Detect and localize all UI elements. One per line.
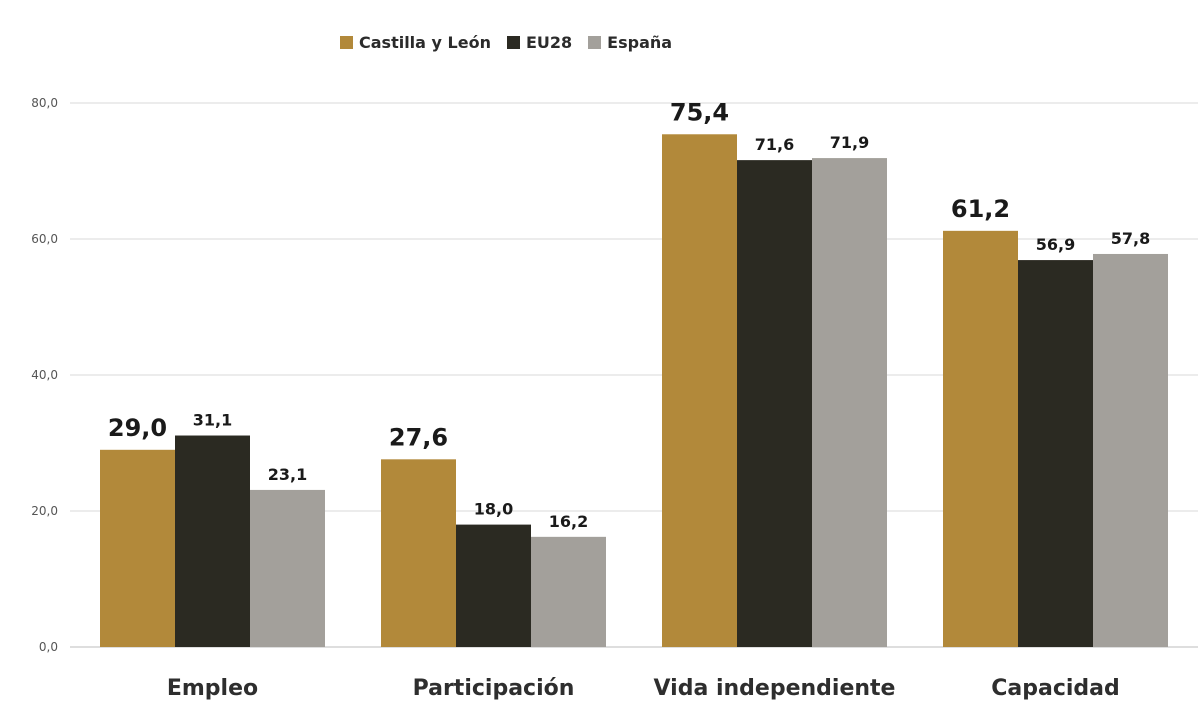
bar-castilla-y-leon-empleo xyxy=(100,449,175,647)
category-label-vida-independiente: Vida independiente xyxy=(654,676,896,701)
y-tick-label-0: 0,0 xyxy=(39,640,58,654)
value-label-eu28-empleo: 31,1 xyxy=(193,411,232,430)
value-label-castilla-y-leon-participacion: 27,6 xyxy=(389,423,448,451)
value-label-castilla-y-leon-capacidad: 61,2 xyxy=(951,195,1010,223)
legend: Castilla y León EU28 España xyxy=(340,33,672,52)
y-tick-label-4: 80,0 xyxy=(31,96,58,110)
legend-label-espana: España xyxy=(607,33,673,52)
y-tick-label-1: 20,0 xyxy=(31,504,58,518)
category-label-empleo: Empleo xyxy=(167,676,258,701)
bar-espana-vida-independiente xyxy=(812,158,887,647)
value-label-espana-empleo: 23,1 xyxy=(268,465,307,484)
legend-swatch-espana xyxy=(588,36,602,49)
bar-espana-participacion xyxy=(531,536,606,647)
bar-espana-capacidad xyxy=(1093,253,1168,647)
y-tick-label-2: 40,0 xyxy=(31,368,58,382)
value-label-castilla-y-leon-empleo: 29,0 xyxy=(108,414,167,442)
y-tick-label-3: 60,0 xyxy=(31,232,58,246)
legend-swatch-eu28 xyxy=(506,36,520,49)
legend-item-castilla-y-leon: Castilla y León xyxy=(340,33,491,52)
bar-castilla-y-leon-participacion xyxy=(381,459,456,647)
bar-eu28-capacidad xyxy=(1018,260,1093,647)
bar-eu28-vida-independiente xyxy=(737,160,812,647)
bar-castilla-y-leon-capacidad xyxy=(943,230,1018,647)
category-label-capacidad: Capacidad xyxy=(991,676,1120,701)
value-label-espana-participacion: 16,2 xyxy=(549,512,588,531)
legend-item-espana: España xyxy=(588,33,672,52)
value-label-castilla-y-leon-vida-independiente: 75,4 xyxy=(670,98,729,126)
bar-espana-empleo xyxy=(250,489,325,647)
legend-label-castilla-y-leon: Castilla y León xyxy=(359,33,491,52)
value-label-espana-capacidad: 57,8 xyxy=(1111,229,1150,248)
value-label-espana-vida-independiente: 71,9 xyxy=(830,133,869,152)
value-label-eu28-participacion: 18,0 xyxy=(474,500,513,519)
bar-eu28-empleo xyxy=(175,435,250,647)
bar-castilla-y-leon-vida-independiente xyxy=(662,134,737,647)
legend-swatch-castilla-y-leon xyxy=(340,36,353,49)
legend-item-eu28: EU28 xyxy=(506,33,573,52)
bar-eu28-participacion xyxy=(456,524,531,647)
legend-label-eu28: EU28 xyxy=(525,33,573,52)
value-label-eu28-vida-independiente: 71,6 xyxy=(755,135,794,154)
value-label-eu28-capacidad: 56,9 xyxy=(1036,235,1075,254)
category-label-participacion: Participación xyxy=(413,676,575,701)
